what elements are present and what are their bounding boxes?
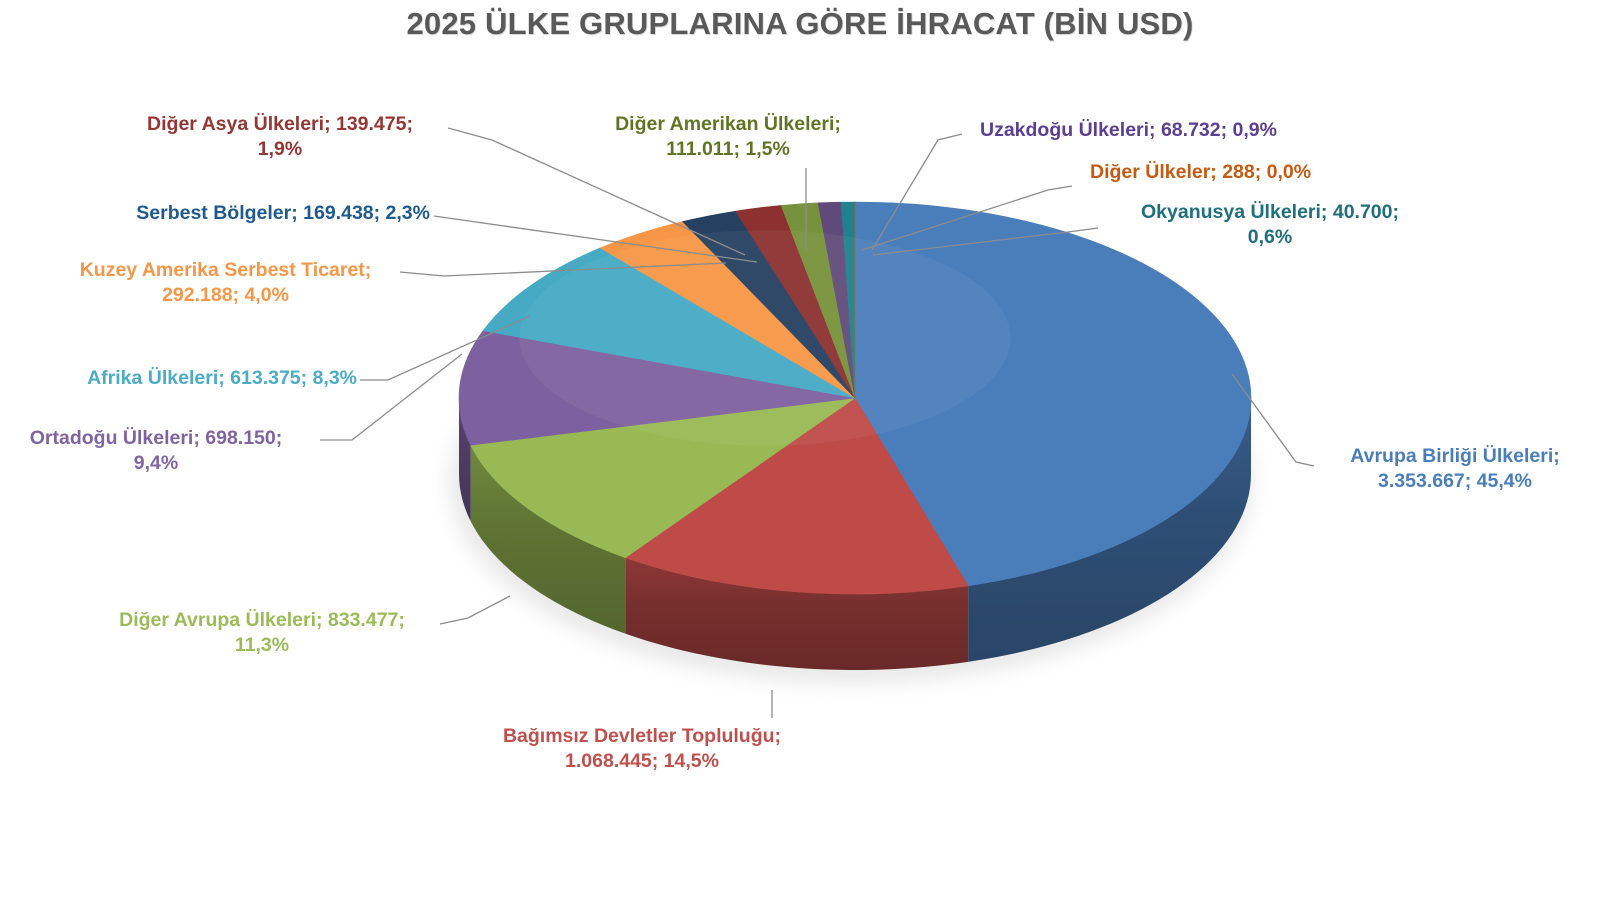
leader-line-okyanusya-ulkeleri xyxy=(872,227,1099,256)
leader-lines xyxy=(320,127,1315,718)
pie-top-faces xyxy=(458,201,1252,595)
leader-line-kuzey-amerika-serbest-ticaret xyxy=(399,262,727,277)
leader-line-diger-ulkeler xyxy=(861,185,1073,251)
slice-label-ortadogu-ulkeleri: Ortadoğu Ülkeleri; 698.150; 9,4% xyxy=(29,427,283,474)
pie-slice-diğer-avrupa-ülkeleri xyxy=(470,397,856,558)
slice-label-serbest-bolgeler: Serbest Bölgeler; 169.438; 2,3% xyxy=(136,202,430,224)
slice-label-diger-avrupa-ulkeleri: Diğer Avrupa Ülkeleri; 833.477; 11,3% xyxy=(119,609,405,656)
pie-slice-afrika-ülkeleri xyxy=(482,247,856,399)
slice-label-kuzey-amerika-serbest-ticaret: Kuzey Amerika Serbest Ticaret; 292.188; … xyxy=(79,259,372,306)
leader-line-ortadogu-ulkeleri xyxy=(320,353,463,441)
pie-slice-avrupa-birliği-ülkeleri xyxy=(854,201,1252,587)
slice-label-avrupa-birligi-ulkeleri: Avrupa Birliği Ülkeleri; 3.353.667; 45,4… xyxy=(1350,445,1560,492)
pie-wall-diğer-avrupa-ülkeleri xyxy=(470,445,626,634)
slice-label-diger-ulkeler: Diğer Ülkeler; 288; 0,0% xyxy=(1090,161,1312,183)
pie-wall-bağımsız-devletler-topluluğu xyxy=(625,557,969,670)
leader-line-uzakdogu-ulkeleri xyxy=(871,133,963,251)
leader-line-serbest-bolgeler xyxy=(433,215,758,263)
pie-slice-bağımsız-devletler-topluluğu xyxy=(624,397,969,595)
slice-label-uzakdogu-ulkeleri: Uzakdoğu Ülkeleri; 68.732; 0,9% xyxy=(980,119,1277,141)
leader-line-avrupa-birligi-ulkeleri xyxy=(1231,373,1315,467)
pie-wall-ortadoğu-ülkeleri xyxy=(459,398,471,522)
leader-line-afrika-ulkeleri xyxy=(360,315,531,381)
slice-label-diger-amerikan-ulkeleri: Diğer Amerikan Ülkeleri; 111.011; 1,5% xyxy=(615,113,841,160)
page-title: 2025 ÜLKE GRUPLARINA GÖRE İHRACAT (BİN U… xyxy=(406,6,1194,41)
slice-label-okyanusya-ulkeleri: Okyanusya Ülkeleri; 40.700; 0,6% xyxy=(1141,201,1399,248)
slice-label-bagimsiz-devletler-toplulugu: Bağımsız Devletler Topluluğu; 1.068.445;… xyxy=(502,725,782,772)
pie-side-walls xyxy=(459,398,1251,670)
leader-line-diger-avrupa-ulkeleri xyxy=(439,595,511,625)
leader-line-diger-asya-ulkeleri xyxy=(447,127,746,256)
pie-wall-avrupa-birliği-ülkeleri xyxy=(968,398,1251,662)
slice-label-diger-asya-ulkeleri: Diğer Asya Ülkeleri; 139.475; 1,9% xyxy=(147,113,413,160)
slice-label-afrika-ulkeleri: Afrika Ülkeleri; 613.375; 8,3% xyxy=(87,367,357,389)
